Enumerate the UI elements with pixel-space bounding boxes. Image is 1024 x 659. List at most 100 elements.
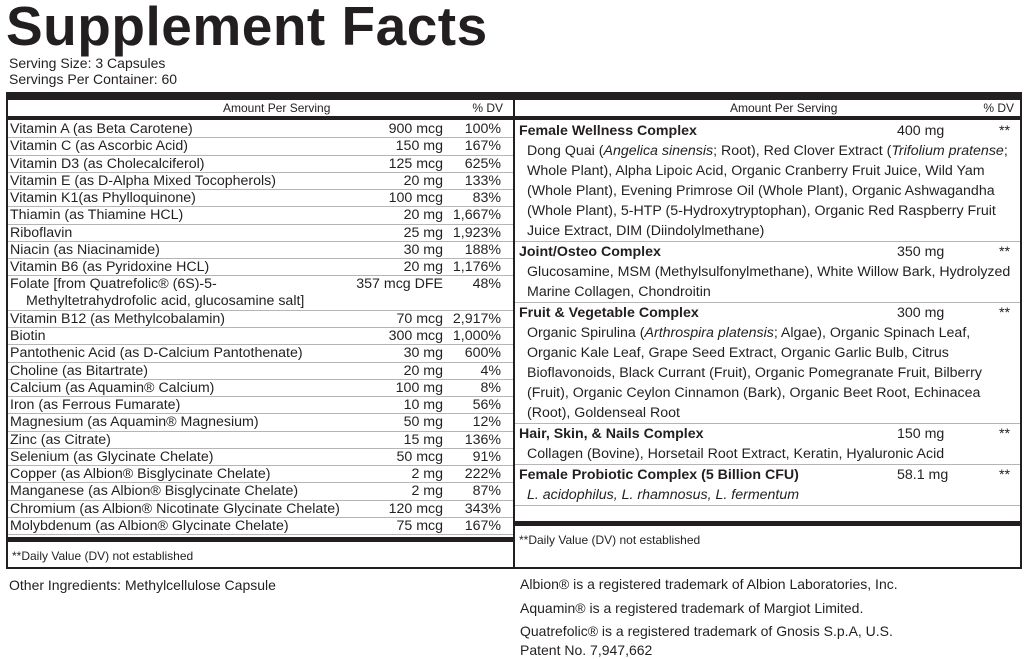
nutrient-amount: 357 mcg DFE: [356, 276, 443, 293]
complex-title: Joint/Osteo Complex: [519, 244, 661, 260]
complex-ingredients: Glucosamine, MSM (Methylsulfonylmethane)…: [527, 264, 1011, 300]
nutrient-row: Riboflavin 25 mg 1,923%: [8, 225, 513, 242]
divider: [8, 116, 513, 120]
complex-dv: **: [998, 467, 1010, 483]
nutrient-name: Manganese (as Albion® Bisglycinate Chela…: [10, 483, 299, 500]
nutrient-amount: 20 mg: [403, 362, 443, 379]
nutrient-name: Thiamin (as Thiamine HCL): [10, 207, 184, 224]
nutrient-amount: 70 mcg: [396, 310, 443, 327]
nutrient-name: Folate [from Quatrefolic® (6S)-5-: [10, 276, 217, 293]
divider: [515, 521, 1020, 526]
complex-list: Female Wellness Complex 400 mg ** Dong Quai…: [515, 121, 1020, 506]
nutrient-row: Vitamin B12 (as Methylcobalamin) 70 mcg 2,…: [8, 311, 513, 328]
nutrient-name: Selenium (as Glycinate Chelate): [10, 448, 214, 465]
nutrient-amount: 120 mcg: [388, 500, 443, 517]
nutrient-dv: 91%: [472, 448, 501, 465]
amount-header: Amount Per Serving: [223, 101, 331, 115]
nutrient-amount: 2 mg: [411, 466, 443, 482]
nutrient-row: Zinc (as Citrate) 15 mg 136%: [8, 432, 513, 449]
servings-per-container: Servings Per Container: 60: [9, 71, 178, 87]
complex-amount: 350 mg: [897, 244, 945, 260]
nutrient-dv: 1,667%: [452, 207, 501, 224]
nutrient-amount: 100 mcg: [388, 190, 443, 206]
nutrient-row: Choline (as Bitartrate) 20 mg 4%: [8, 363, 513, 380]
nutrient-amount: 50 mcg: [396, 448, 443, 465]
nutrient-name: Chromium (as Albion® Nicotinate Glycinat…: [10, 500, 340, 517]
nutrient-name: Riboflavin: [10, 224, 73, 241]
nutrient-dv: 87%: [472, 483, 501, 500]
complex-ingredients: L. acidophilus, L. rhamnosus, L. ferment…: [527, 487, 800, 503]
nutrient-table: Vitamin A (as Beta Carotene) 900 mcg 100% V…: [8, 121, 513, 535]
nutrient-amount: 20 mg: [403, 207, 443, 224]
nutrient-amount: 30 mg: [403, 241, 443, 258]
nutrient-dv: 100%: [464, 121, 501, 137]
nutrient-name: Vitamin C (as Ascorbic Acid): [10, 138, 188, 155]
complex-amount: 58.1 mg: [897, 467, 949, 483]
trademark-note: Albion® is a registered trademark of Alb…: [520, 576, 898, 592]
nutrient-dv: 4%: [480, 362, 501, 379]
footnote: **Daily Value (DV) not established: [519, 533, 701, 547]
nutrient-row: Pantothenic Acid (as D-Calcium Pantothen…: [8, 345, 513, 363]
dv-header: % DV: [983, 101, 1014, 115]
nutrient-amount: 20 mg: [403, 172, 443, 189]
nutrient-dv: 48%: [472, 276, 501, 293]
nutrient-dv: 1,176%: [452, 259, 501, 275]
nutrient-row: Calcium (as Aquamin® Calcium) 100 mg 8%: [8, 380, 513, 397]
complex-section: Fruit & Vegetable Complex 300 mg ** Organic…: [515, 303, 1020, 424]
complex-title: Fruit & Vegetable Complex: [519, 305, 699, 321]
complex-section: Female Wellness Complex 400 mg ** Dong Quai…: [515, 121, 1020, 242]
nutrient-name: Molybdenum (as Albion® Glycinate Chelate…: [10, 517, 289, 534]
nutrient-name: Vitamin D3 (as Cholecalciferol): [10, 155, 205, 172]
footnote: **Daily Value (DV) not established: [12, 549, 194, 563]
complex-title: Female Probiotic Complex (5 Billion CFU): [519, 467, 799, 483]
nutrient-name: Copper (as Albion® Bisglycinate Chelate): [10, 466, 271, 482]
nutrient-name: Vitamin B12 (as Methylcobalamin): [10, 310, 226, 327]
other-ingredients: Other Ingredients: Methylcellulose Capsu…: [9, 577, 276, 593]
nutrient-row: Manganese (as Albion® Bisglycinate Chela…: [8, 483, 513, 501]
complex-section: Hair, Skin, & Nails Complex 150 mg ** Colla…: [515, 424, 1020, 465]
nutrient-name: Iron (as Ferrous Fumarate): [10, 397, 181, 413]
nutrient-amount: 25 mg: [403, 224, 443, 241]
nutrient-row: Biotin 300 mcg 1,000%: [8, 328, 513, 346]
nutrient-amount: 50 mg: [403, 414, 443, 431]
nutrient-row: Magnesium (as Aquamin® Magnesium) 50 mg 12…: [8, 414, 513, 432]
nutrient-row: Selenium (as Glycinate Chelate) 50 mcg 91%: [8, 449, 513, 466]
complex-title: Female Wellness Complex: [519, 123, 697, 139]
trademark-note: Quatrefolic® is a registered trademark o…: [520, 623, 893, 639]
nutrient-name: Zinc (as Citrate): [10, 431, 111, 448]
nutrient-name: Magnesium (as Aquamin® Magnesium): [10, 414, 259, 431]
nutrient-name: Vitamin B6 (as Pyridoxine HCL): [10, 259, 210, 275]
nutrient-name: Biotin: [10, 328, 46, 344]
facts-panel: Amount Per Serving % DV Vitamin A (as Be…: [6, 92, 1022, 569]
nutrient-dv: 56%: [472, 397, 501, 413]
nutrient-amount: 100 mg: [395, 379, 443, 396]
nutrient-dv: 136%: [464, 431, 501, 448]
nutrient-dv: 1,000%: [452, 328, 501, 344]
complex-ingredients: Dong Quai (Angelica sinensis; Root), Red…: [527, 143, 1008, 239]
complex-dv: **: [998, 123, 1010, 139]
nutrient-row: Molybdenum (as Albion® Glycinate Chelate…: [8, 518, 513, 535]
nutrient-row: Copper (as Albion® Bisglycinate Chelate)…: [8, 466, 513, 484]
divider: [515, 116, 1020, 120]
nutrient-dv: 167%: [464, 138, 501, 155]
complex-dv: **: [998, 426, 1010, 442]
nutrient-row: Vitamin E (as D-Alpha Mixed Tocopherols)…: [8, 173, 513, 190]
nutrient-row: Niacin (as Niacinamide) 30 mg 188%: [8, 242, 513, 259]
nutrient-amount: 20 mg: [403, 259, 443, 275]
page-title: Supplement Facts: [6, 0, 488, 57]
nutrient-dv: 83%: [472, 190, 501, 206]
nutrient-dv: 343%: [464, 500, 501, 517]
complex-dv: **: [998, 305, 1010, 321]
complex-title: Hair, Skin, & Nails Complex: [519, 426, 704, 442]
nutrient-amount: 30 mg: [403, 345, 443, 362]
complex-section: Joint/Osteo Complex 350 mg ** Glucosamine, …: [515, 242, 1020, 303]
nutrient-dv: 625%: [464, 155, 501, 172]
amount-header: Amount Per Serving: [730, 101, 838, 115]
divider: [8, 94, 513, 100]
divider: [8, 537, 513, 542]
nutrient-name: Niacin (as Niacinamide): [10, 241, 160, 258]
nutrient-name: Vitamin K1(as Phylloquinone): [10, 190, 196, 206]
nutrient-dv: 600%: [464, 345, 501, 362]
nutrient-dv: 133%: [464, 172, 501, 189]
complex-amount: 300 mg: [897, 305, 945, 321]
